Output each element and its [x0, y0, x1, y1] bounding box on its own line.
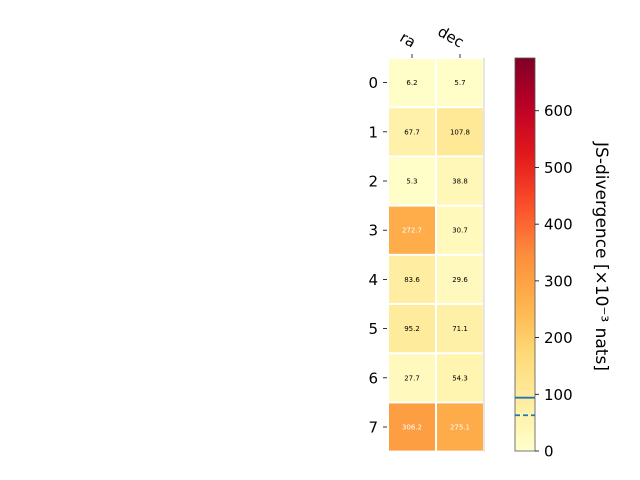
heatmap-cell	[437, 354, 483, 402]
cell-value-label: 6.2	[406, 79, 417, 87]
row-tick-label: 6	[368, 369, 378, 387]
heatmap-cell	[437, 206, 483, 254]
heatmap-cell	[389, 59, 435, 107]
colorbar-tick-label: 300	[544, 272, 573, 290]
colorbar-gradient	[514, 57, 536, 452]
column-tick-label: ra	[397, 28, 419, 51]
heatmap-cell	[389, 157, 435, 205]
colorbar-tick-label: 600	[544, 102, 573, 120]
cell-value-label: 38.8	[452, 178, 468, 186]
heatmap-cell	[437, 305, 483, 353]
row-tick-label: 1	[368, 123, 378, 141]
heatmap-cell	[437, 157, 483, 205]
colorbar-tick-label: 0	[544, 443, 554, 461]
row-tick-label: 5	[368, 320, 378, 338]
heatmap-cell	[437, 108, 483, 156]
cell-value-label: 71.1	[452, 325, 468, 333]
column-tick-label: dec	[435, 22, 467, 51]
cell-value-label: 272.7	[402, 227, 422, 235]
colorbar-tick-label: 200	[544, 329, 573, 347]
heatmap-cell	[437, 255, 483, 303]
colorbar-tick-label: 100	[544, 386, 573, 404]
row-tick-label: 4	[368, 271, 378, 289]
cell-value-label: 306.2	[402, 424, 422, 432]
row-tick-labels: 0 1 2 3 4 5 6 7	[368, 74, 387, 437]
cell-value-label: 275.1	[450, 424, 470, 432]
colorbar-label: JS-divergence [×10⁻³ nats]	[591, 141, 611, 371]
heatmap-cell	[437, 59, 483, 107]
heatmap-cell	[389, 354, 435, 402]
heatmap-cells: 6.2 5.7 67.7 107.8 5.3 38.8 272.7 30.7 83.6 29.6 9…	[389, 59, 483, 451]
cell-value-label: 5.7	[454, 79, 465, 87]
cell-value-label: 83.6	[404, 276, 420, 284]
heatmap-cell	[389, 305, 435, 353]
cell-value-label: 54.3	[452, 374, 468, 382]
cell-value-label: 29.6	[452, 276, 468, 284]
row-tick-label: 3	[368, 222, 378, 240]
cell-value-label: 107.8	[450, 128, 470, 136]
cell-value-label: 27.7	[404, 374, 420, 382]
cell-value-label: 30.7	[452, 227, 468, 235]
heatmap-cell	[389, 108, 435, 156]
row-tick-label: 7	[368, 419, 378, 437]
heatmap-cell	[389, 255, 435, 303]
heatmap-cell	[389, 403, 435, 451]
cell-value-label: 95.2	[404, 325, 420, 333]
colorbar: 0 100 200 300 400 500 600 JS-divergence [×10⁻³ …	[514, 57, 611, 461]
heatmap-cell	[389, 206, 435, 254]
heatmap-cell	[437, 403, 483, 451]
row-tick-label: 0	[368, 74, 378, 92]
colorbar-tick-label: 400	[544, 216, 573, 234]
row-tick-label: 2	[368, 173, 378, 191]
colorbar-tick-label: 500	[544, 159, 573, 177]
column-tick-labels: ra dec	[397, 22, 467, 58]
cell-value-label: 67.7	[404, 128, 420, 136]
cell-value-label: 5.3	[406, 178, 417, 186]
